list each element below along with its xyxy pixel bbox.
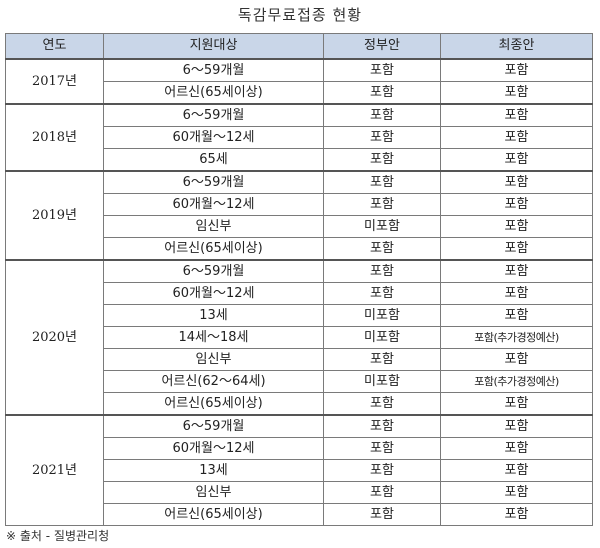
table-row: 어르신(65세이상) 포함 포함 [6,392,593,416]
final-plan-cell: 포함 [440,304,593,327]
target-cell: 6～59개월 [103,259,324,283]
final-plan-cell: 포함 [440,503,593,526]
header-year: 연도 [5,33,104,60]
target-cell: 14세～18세 [103,326,324,349]
government-plan-cell: 포함 [323,259,441,283]
final-plan-cell: 포함 [440,103,593,127]
government-plan-cell: 포함 [323,103,441,127]
target-cell: 60개월～12세 [103,437,324,460]
source-note: ※ 출처 - 질병관리청 [6,529,110,543]
table-row: 2019년 6～59개월 포함 포함 [5,170,593,261]
vaccination-table: 연도 지원대상 정부안 최종안 2017년 6～59개월 포함 포함 어르신(65세이상… [5,33,593,526]
table-row: 2018년 6～59개월 포함 포함 [5,103,593,172]
government-plan-cell: 포함 [323,348,441,371]
government-plan-cell: 포함 [323,503,441,526]
government-plan-cell: 포함 [323,148,441,172]
government-plan-cell: 포함 [323,126,441,149]
table-row: 임신부 포함 포함 [6,481,593,504]
table-body: 2017년 6～59개월 포함 포함 어르신(65세이상) 포함 포함 2018년 6～59개월… [5,58,593,526]
target-cell: 60개월～12세 [103,126,324,149]
government-plan-cell: 포함 [323,414,441,438]
government-plan-cell: 포함 [323,282,441,305]
table-row: 60개월～12세 포함 포함 [6,282,593,305]
final-plan-cell: 포함 [440,392,593,416]
government-plan-cell: 포함 [323,392,441,416]
header-final-plan: 최종안 [440,33,593,60]
target-cell: 6～59개월 [103,103,324,127]
government-plan-cell: 미포함 [323,304,441,327]
government-plan-cell: 미포함 [323,370,441,393]
target-cell: 60개월～12세 [103,193,324,216]
final-plan-cell: 포함 [440,126,593,149]
final-plan-cell: 포함(추가경정예산) [440,326,593,349]
target-cell: 60개월～12세 [103,282,324,305]
table-row: 14세～18세 미포함 포함(추가경정예산) [6,326,593,349]
table-row: 어르신(62～64세) 미포함 포함(추가경정예산) [6,370,593,393]
target-cell: 6～59개월 [103,414,324,438]
government-plan-cell: 포함 [323,481,441,504]
header-target: 지원대상 [103,33,324,60]
table-row: 60개월～12세 포함 포함 [6,193,593,216]
table-row: 2017년 6～59개월 포함 포함 [5,58,593,105]
table-row: 60개월～12세 포함 포함 [6,437,593,460]
government-plan-cell: 포함 [323,81,441,105]
table-row: 2021년 6～59개월 포함 포함 [5,414,593,526]
government-plan-cell: 포함 [323,170,441,194]
year-cell: 2021년 [5,414,104,526]
target-cell: 임신부 [103,481,324,504]
target-cell: 임신부 [103,348,324,371]
final-plan-cell: 포함 [440,215,593,238]
final-plan-cell: 포함 [440,282,593,305]
year-cell: 2017년 [5,58,104,105]
final-plan-cell: 포함 [440,348,593,371]
government-plan-cell: 포함 [323,437,441,460]
target-cell: 65세 [103,148,324,172]
final-plan-cell: 포함(추가경정예산) [440,370,593,393]
year-cell: 2018년 [5,103,104,172]
government-plan-cell: 미포함 [323,326,441,349]
target-cell: 어르신(62～64세) [103,370,324,393]
table-row: 2020년 6～59개월 포함 포함 [5,259,593,416]
final-plan-cell: 포함 [440,81,593,105]
table-header: 연도 지원대상 정부안 최종안 [5,33,593,60]
final-plan-cell: 포함 [440,414,593,438]
final-plan-cell: 포함 [440,259,593,283]
target-cell: 어르신(65세이상) [103,81,324,105]
government-plan-cell: 포함 [323,193,441,216]
final-plan-cell: 포함 [440,193,593,216]
final-plan-cell: 포함 [440,437,593,460]
government-plan-cell: 미포함 [323,215,441,238]
final-plan-cell: 포함 [440,481,593,504]
target-cell: 6～59개월 [103,58,324,82]
target-cell: 13세 [103,304,324,327]
table-row: 어르신(65세이상) 포함 포함 [6,237,593,261]
table-row: 60개월～12세 포함 포함 [6,126,593,149]
final-plan-cell: 포함 [440,170,593,194]
target-cell: 어르신(65세이상) [103,503,324,526]
table-row: 임신부 미포함 포함 [6,215,593,238]
final-plan-cell: 포함 [440,459,593,482]
target-cell: 13세 [103,459,324,482]
target-cell: 임신부 [103,215,324,238]
year-cell: 2020년 [5,259,104,416]
final-plan-cell: 포함 [440,148,593,172]
government-plan-cell: 포함 [323,58,441,82]
header-government-plan: 정부안 [323,33,441,60]
target-cell: 6～59개월 [103,170,324,194]
table-row: 13세 미포함 포함 [6,304,593,327]
target-cell: 어르신(65세이상) [103,237,324,261]
table-title: 독감무료접종 현황 [237,6,363,24]
government-plan-cell: 포함 [323,459,441,482]
target-cell: 어르신(65세이상) [103,392,324,416]
table-row: 어르신(65세이상) 포함 포함 [6,503,593,526]
final-plan-cell: 포함 [440,58,593,82]
government-plan-cell: 포함 [323,237,441,261]
final-plan-cell: 포함 [440,237,593,261]
year-cell: 2019년 [5,170,104,261]
